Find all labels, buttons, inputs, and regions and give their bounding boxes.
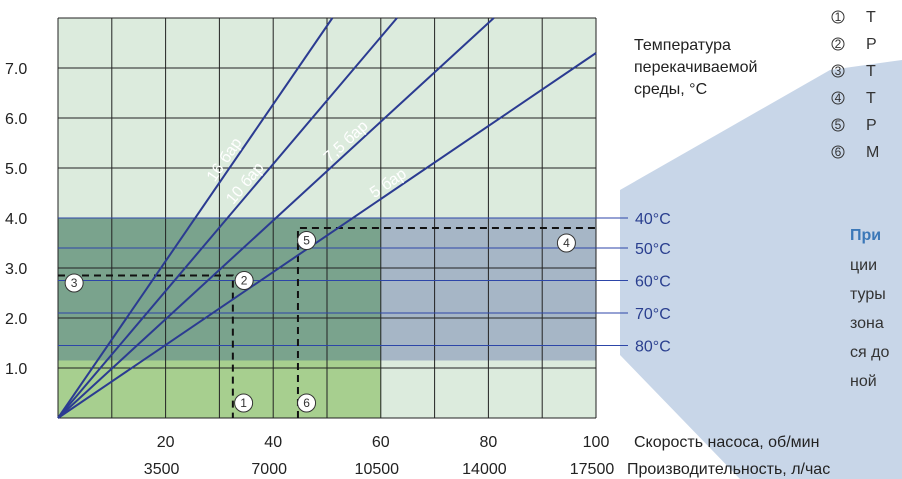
marker-circle-3 — [64, 273, 84, 293]
legend-text-5: Р — [866, 117, 877, 134]
temperature-label-3: 60°C — [635, 274, 671, 291]
legend-num-circle-6 — [831, 145, 845, 159]
legend-num-1: 1 — [835, 10, 842, 24]
x-tick-flow-2: 7000 — [251, 461, 287, 478]
marker-text-5: 5 — [303, 234, 310, 248]
legend-num-2: 2 — [835, 37, 842, 51]
x-tick-flow-4: 14000 — [462, 461, 507, 478]
legend-num-4: 4 — [835, 91, 842, 105]
legend: 1 Т2 Р3 Т4 Т5 Р6 М — [831, 9, 879, 161]
callout-panel — [620, 60, 902, 479]
marker-circle-5 — [297, 231, 317, 250]
pressure-line-4 — [57, 52, 597, 419]
marker-1: 1 — [234, 393, 254, 413]
marker-6: 6 — [297, 393, 317, 413]
legend-text-2: Р — [866, 36, 877, 53]
marker-text-6: 6 — [303, 396, 310, 410]
legend-num-circle-1 — [831, 10, 845, 24]
y-tick-label-2: 6.0 — [5, 111, 27, 128]
x-tick-speed-4: 80 — [480, 434, 498, 451]
dashed-guides — [58, 227, 596, 418]
temperature-label-4: 70°C — [635, 306, 671, 323]
temperature-title-3: среды, °C — [634, 81, 707, 98]
pressure-line-2 — [57, 17, 398, 419]
temperature-label-2: 50°C — [635, 241, 671, 258]
legend-num-6: 6 — [835, 145, 842, 159]
marker-text-2: 2 — [241, 274, 248, 288]
x-axis-label-speed: Скорость насоса, об/мин — [634, 434, 819, 451]
temperature-title-2: перекачиваемой — [634, 59, 757, 76]
marker-5: 5 — [297, 231, 317, 250]
pressure-line-3 — [57, 17, 495, 419]
legend-num-3: 3 — [835, 64, 842, 78]
marker-circle-4 — [556, 233, 576, 253]
point-markers: 1 2 3 4 5 6 — [64, 231, 576, 413]
marker-circle-1 — [234, 393, 254, 413]
x-tick-speed-2: 40 — [264, 434, 282, 451]
x-tick-speed-5: 100 — [583, 434, 610, 451]
marker-text-1: 1 — [240, 396, 247, 410]
x-tick-speed-1: 20 — [157, 434, 175, 451]
legend-num-circle-2 — [831, 37, 845, 51]
y-tick-label-5: 3.0 — [5, 261, 27, 278]
x-tick-flow-1: 3500 — [144, 461, 180, 478]
legend-text-4: Т — [866, 90, 876, 107]
note: При ции туры зона ся до ной — [850, 227, 889, 390]
note-line-4: ся до — [850, 344, 889, 361]
y-tick-label-4: 4.0 — [5, 211, 27, 228]
pressure-line-1 — [57, 17, 334, 419]
marker-2: 2 — [234, 271, 254, 290]
marker-3: 3 — [64, 273, 84, 293]
note-line-5: ной — [850, 373, 877, 390]
y-tick-label-6: 2.0 — [5, 311, 27, 328]
x-axis-ticks: 20 40 60 80 100 3500 7000 10500 14000 17500 — [144, 434, 615, 478]
y-tick-label-7: 1.0 — [5, 361, 27, 378]
legend-text-3: Т — [866, 63, 876, 80]
legend-num-circle-3 — [831, 64, 845, 78]
note-line-2: туры — [850, 286, 886, 303]
marker-circle-6 — [297, 393, 317, 413]
x-tick-flow-3: 10500 — [355, 461, 400, 478]
marker-circle-2 — [234, 271, 254, 290]
y-tick-label-3: 5.0 — [5, 161, 27, 178]
legend-num-circle-4 — [831, 91, 845, 105]
legend-num-circle-5 — [831, 118, 845, 132]
legend-num-5: 5 — [835, 118, 842, 132]
note-title: При — [850, 227, 881, 244]
x-axis-label-flow: Производительность, л/час — [627, 461, 830, 478]
marker-text-4: 4 — [563, 236, 570, 250]
y-tick-label-1: 7.0 — [5, 61, 27, 78]
note-line-3: зона — [850, 315, 884, 332]
marker-text-3: 3 — [71, 276, 78, 290]
x-tick-flow-5: 17500 — [570, 461, 615, 478]
legend-text-6: М — [866, 144, 879, 161]
temperature-title-1: Температура — [634, 37, 731, 54]
temperature-label-5: 80°C — [635, 339, 671, 356]
x-tick-speed-3: 60 — [372, 434, 390, 451]
dashed-guide-2 — [296, 227, 596, 418]
temperature-label-1: 40°C — [635, 211, 671, 228]
dashed-guide-1 — [58, 274, 234, 418]
note-line-1: ции — [850, 257, 877, 274]
y-axis-ticks: 7.0 6.0 5.0 4.0 3.0 2.0 1.0 — [5, 61, 27, 378]
legend-text-1: Т — [866, 9, 876, 26]
marker-4: 4 — [556, 233, 576, 253]
